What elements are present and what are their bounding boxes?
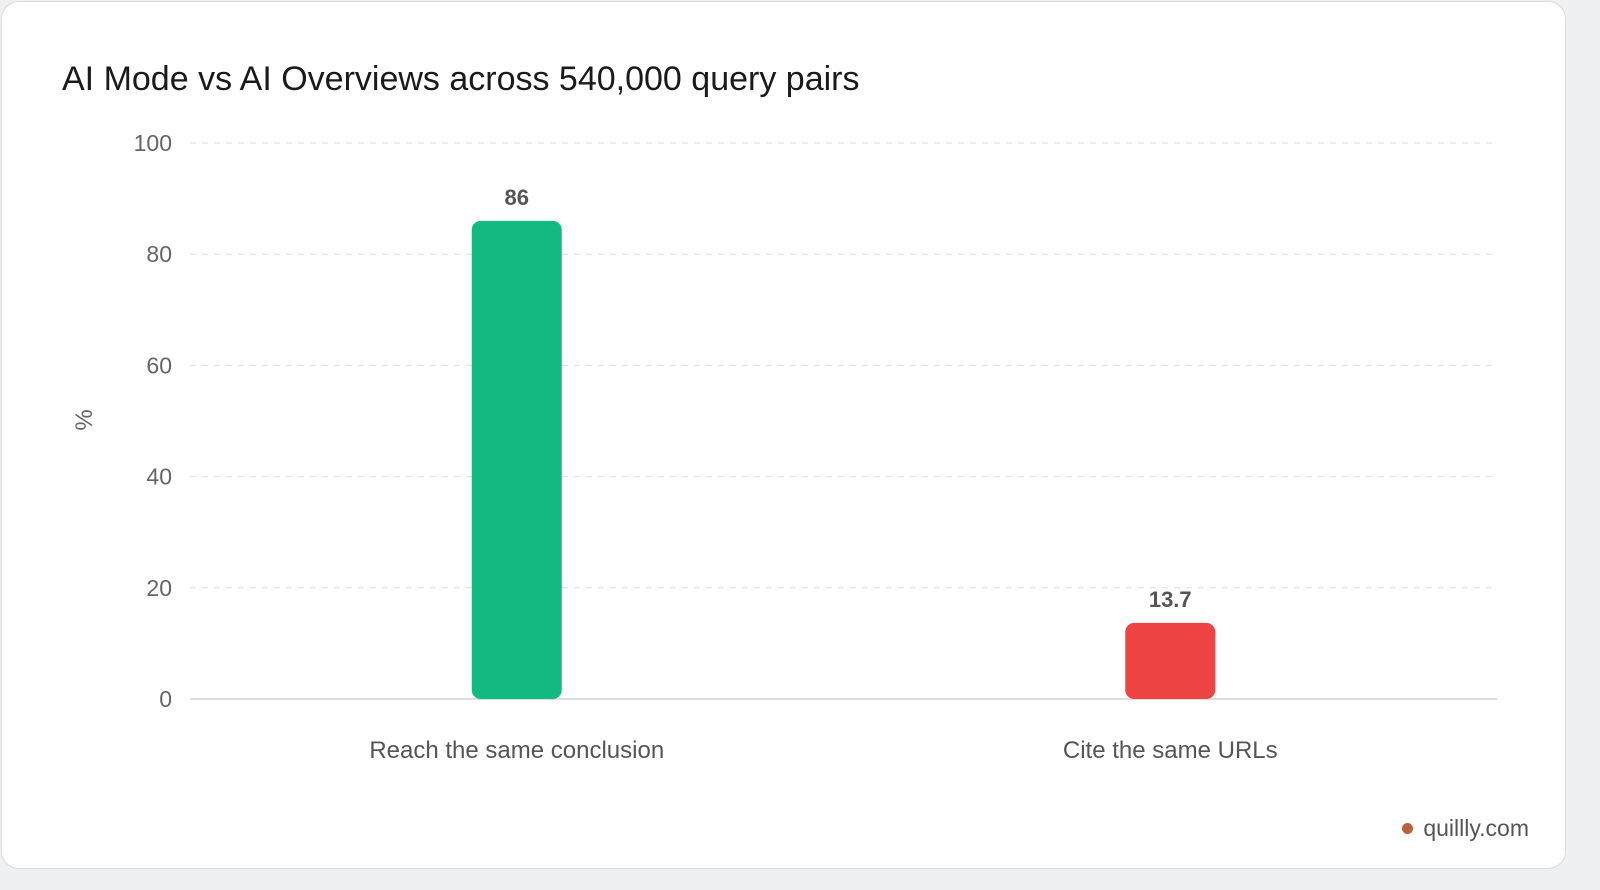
grid-lines [190,142,1497,700]
x-tick-label: Reach the same conclusion [369,737,664,764]
chart-title: AI Mode vs AI Overviews across 540,000 q… [62,60,860,98]
y-tick-label: 80 [146,241,172,267]
y-tick-label: 100 [134,130,172,156]
y-tick-label: 0 [159,686,172,712]
bar [471,220,562,699]
y-axis-ticks: 0 20 40 60 80 100 [134,130,172,712]
brand-text: quillly.com [1423,815,1529,841]
brand-dot-icon [1402,823,1414,834]
bars: 86 13.7 [471,185,1216,699]
x-tick-label: Cite the same URLs [1063,737,1278,764]
chart-card: AI Mode vs AI Overviews across 540,000 q… [1,1,1566,869]
y-axis-label: % [71,409,98,430]
bar-chart: 0 20 40 60 80 100 % 86 13.7 Reach the same con… [71,130,1497,764]
bar [1125,622,1216,699]
bar-value-label: 13.7 [1149,587,1192,612]
brand-watermark: quillly.com [1402,815,1529,842]
y-tick-label: 60 [146,352,172,378]
x-axis-ticks: Reach the same conclusion Cite the same U… [369,737,1277,764]
bar-value-label: 86 [505,185,529,210]
y-tick-label: 40 [146,464,172,490]
y-tick-label: 20 [146,575,172,601]
